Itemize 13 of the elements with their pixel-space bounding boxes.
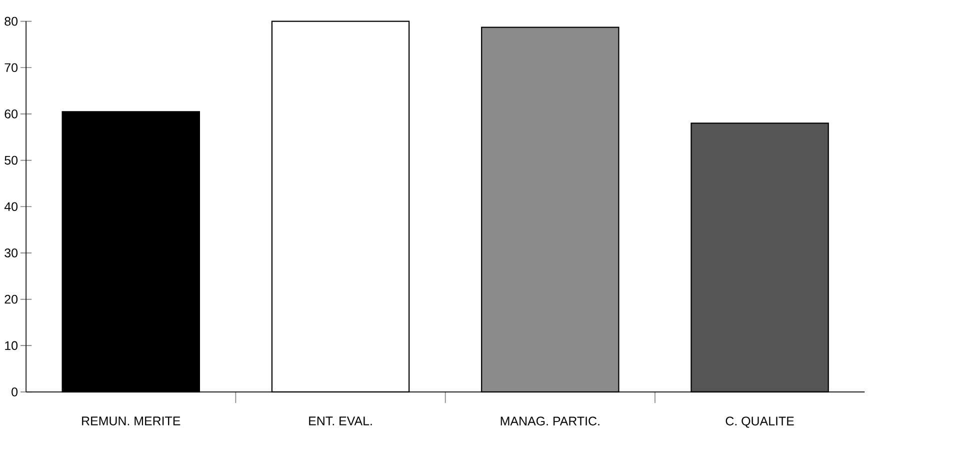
y-tick-label: 0	[12, 388, 18, 397]
y-tick-label: 60	[4, 110, 18, 119]
y-tick-label: 70	[4, 63, 18, 72]
x-tick-label: C. QUALITE	[726, 416, 794, 428]
y-tick-label: 80	[4, 17, 18, 26]
y-tick-label: 40	[4, 202, 18, 212]
y-tick-label: 20	[4, 295, 18, 304]
x-tick-label: REMUN. MERITE	[82, 416, 180, 426]
x-tick-label: MANAG. PARTIC.	[500, 416, 600, 426]
x-tick-label: ENT. EVAL.	[309, 416, 372, 426]
y-tick-label: 30	[4, 248, 18, 258]
y-tick-label: 10	[5, 341, 18, 350]
y-tick-label: 50	[4, 156, 18, 165]
